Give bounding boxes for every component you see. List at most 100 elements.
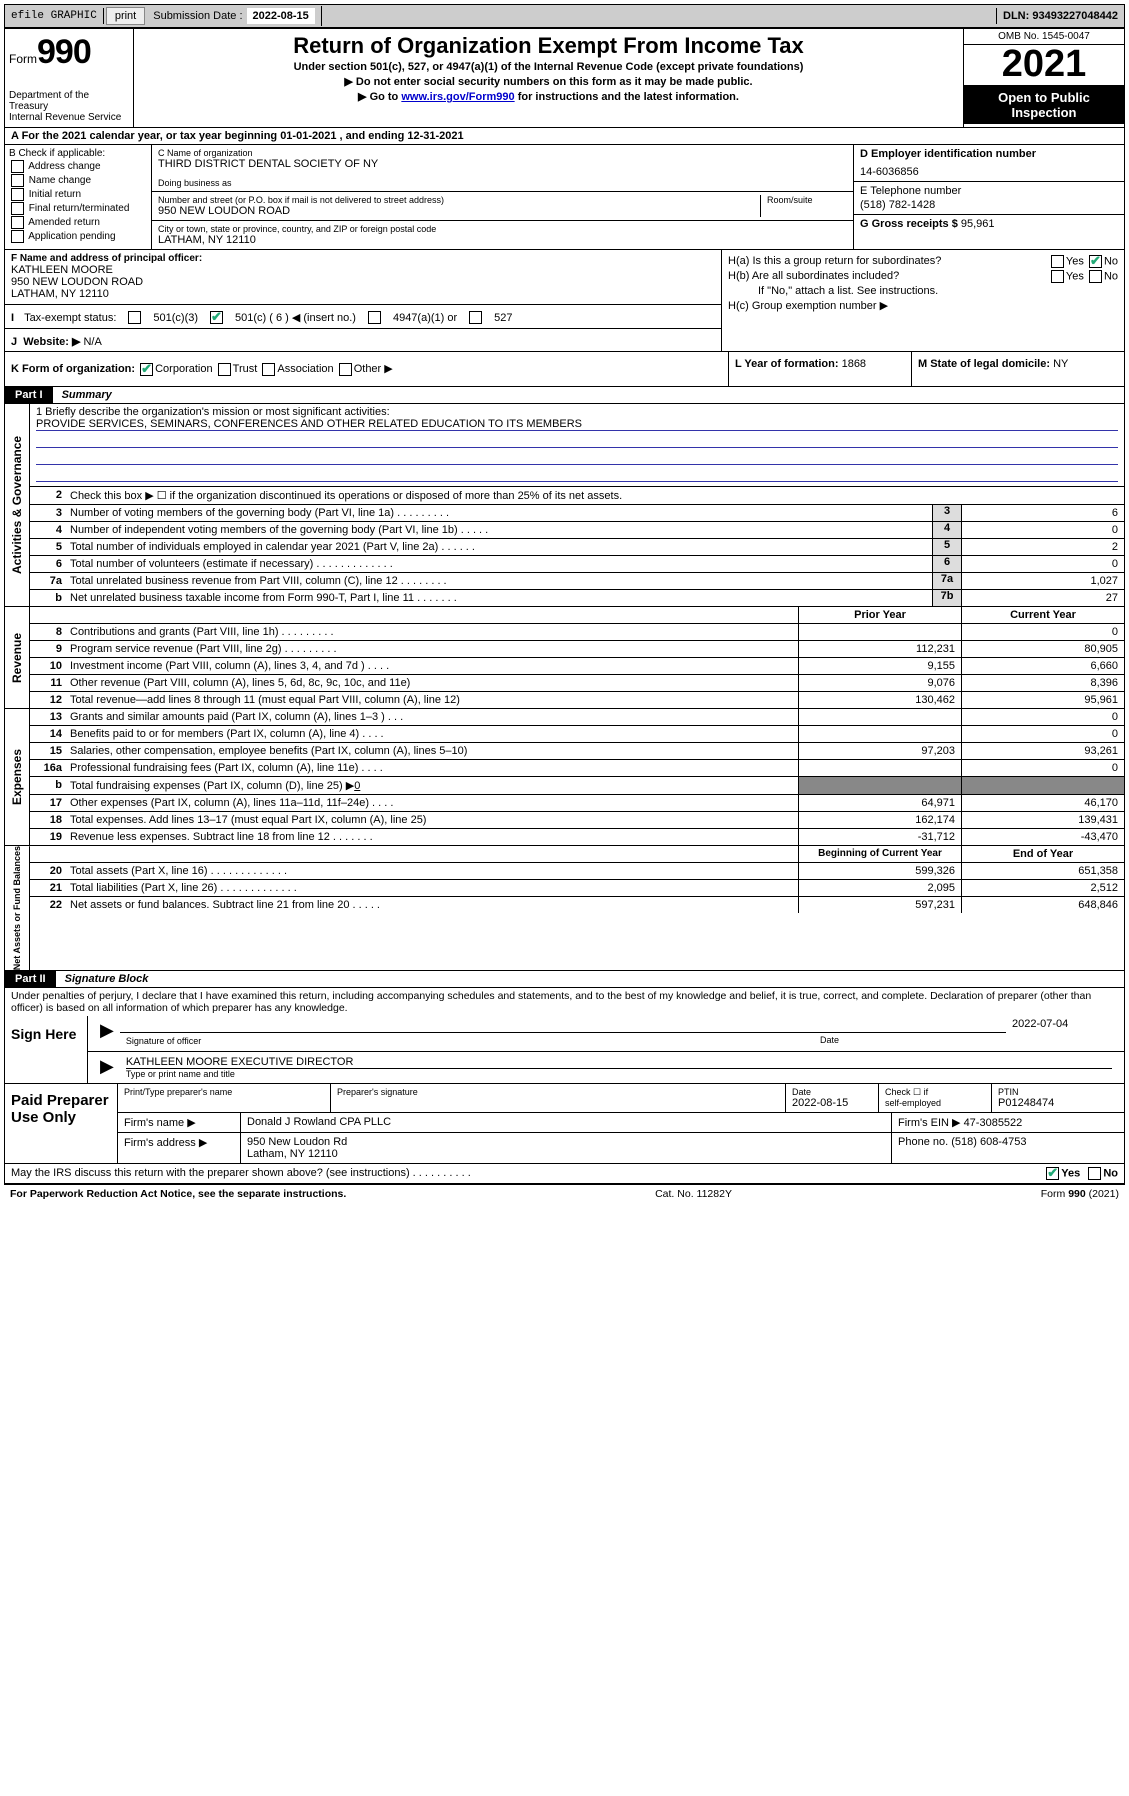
line-17-prior: 64,971 <box>798 795 961 811</box>
k-label: K Form of organization: <box>11 363 135 375</box>
top-toolbar: efile GRAPHIC print Submission Date : 20… <box>4 4 1125 28</box>
sig-date: 2022-07-04 <box>1006 1016 1118 1047</box>
goto-post: for instructions and the latest informat… <box>515 91 739 103</box>
department-label: Department of the Treasury Internal Reve… <box>9 90 129 123</box>
state-domicile: NY <box>1053 358 1068 370</box>
chk-hb-yes[interactable] <box>1051 270 1064 283</box>
section-b: B Check if applicable: Address change Na… <box>5 145 152 249</box>
line-7a-val: 1,027 <box>961 573 1124 589</box>
prep-selfemp-a: Check ☐ if <box>885 1087 928 1097</box>
form-number: 990 <box>37 33 91 71</box>
line-3-val: 6 <box>961 505 1124 521</box>
irs-link[interactable]: www.irs.gov/Form990 <box>401 91 514 103</box>
line-11-curr: 8,396 <box>961 675 1124 691</box>
col-boy: Beginning of Current Year <box>798 846 961 862</box>
line-20-text: Total assets (Part X, line 16) . . . . .… <box>66 863 798 879</box>
chk-discuss-no[interactable] <box>1088 1167 1101 1180</box>
prep-sig-caption: Preparer's signature <box>331 1084 786 1112</box>
org-city: LATHAM, NY 12110 <box>158 234 847 246</box>
chk-application-pending[interactable] <box>11 230 24 243</box>
line-22-text: Net assets or fund balances. Subtract li… <box>66 897 798 913</box>
chk-501c[interactable] <box>210 311 223 324</box>
chk-final-return[interactable] <box>11 202 24 215</box>
part1-label: Part I <box>5 387 53 403</box>
line-9-prior: 112,231 <box>798 641 961 657</box>
line-9-text: Program service revenue (Part VIII, line… <box>66 641 798 657</box>
signature-arrow-icon-2: ▶ <box>94 1054 120 1081</box>
l-label: L Year of formation: <box>735 358 839 370</box>
line-22-eoy: 648,846 <box>961 897 1124 913</box>
dba-caption: Doing business as <box>158 178 847 188</box>
line-7b-val: 27 <box>961 590 1124 606</box>
line-20-boy: 599,326 <box>798 863 961 879</box>
chk-trust[interactable] <box>218 363 231 376</box>
mission-text: PROVIDE SERVICES, SEMINARS, CONFERENCES … <box>36 418 1118 431</box>
line-5-text: Total number of individuals employed in … <box>66 539 932 555</box>
chk-4947[interactable] <box>368 311 381 324</box>
line-16b-text: Total fundraising expenses (Part IX, col… <box>70 780 354 792</box>
line-14-text: Benefits paid to or for members (Part IX… <box>66 726 798 742</box>
addr-caption: Number and street (or P.O. box if mail i… <box>158 195 760 205</box>
line-19-text: Revenue less expenses. Subtract line 18 … <box>66 829 798 845</box>
org-name: THIRD DISTRICT DENTAL SOCIETY OF NY <box>158 158 847 170</box>
firm-ein: 47-3085522 <box>964 1117 1023 1129</box>
line-7b-text: Net unrelated business taxable income fr… <box>66 590 932 606</box>
officer-name: KATHLEEN MOORE <box>11 264 715 276</box>
chk-discuss-yes[interactable] <box>1046 1167 1059 1180</box>
tab-revenue: Revenue <box>5 607 30 708</box>
sig-officer-caption: Signature of officer <box>126 1036 201 1046</box>
tab-net-assets: Net Assets or Fund Balances <box>5 846 30 970</box>
line-10-text: Investment income (Part VIII, column (A)… <box>66 658 798 674</box>
line-14-curr: 0 <box>961 726 1124 742</box>
line-6-text: Total number of volunteers (estimate if … <box>66 556 932 572</box>
chk-ha-yes[interactable] <box>1051 255 1064 268</box>
chk-initial-return[interactable] <box>11 188 24 201</box>
chk-amended-return[interactable] <box>11 216 24 229</box>
print-button[interactable]: print <box>106 7 145 25</box>
col-eoy: End of Year <box>961 846 1124 862</box>
f-caption: F Name and address of principal officer: <box>11 253 715 264</box>
tax-year: 2021 <box>964 45 1124 86</box>
form-header: Form990 Department of the Treasury Inter… <box>5 29 1124 128</box>
e-phone-caption: E Telephone number <box>860 185 1118 197</box>
line-4-val: 0 <box>961 522 1124 538</box>
line-12-text: Total revenue—add lines 8 through 11 (mu… <box>66 692 798 708</box>
discuss-question: May the IRS discuss this return with the… <box>11 1167 1044 1180</box>
line-8-text: Contributions and grants (Part VIII, lin… <box>66 624 798 640</box>
line-15-prior: 97,203 <box>798 743 961 759</box>
ptin-value: P01248474 <box>998 1097 1118 1109</box>
firm-ein-label: Firm's EIN ▶ <box>898 1117 961 1129</box>
firm-phone-label: Phone no. <box>898 1136 948 1148</box>
line-3-text: Number of voting members of the governin… <box>66 505 932 521</box>
line-11-text: Other revenue (Part VIII, column (A), li… <box>66 675 798 691</box>
prep-date: 2022-08-15 <box>792 1097 872 1109</box>
chk-address-change[interactable] <box>11 160 24 173</box>
line-17-text: Other expenses (Part IX, column (A), lin… <box>66 795 798 811</box>
line-4-text: Number of independent voting members of … <box>66 522 932 538</box>
line-13-curr: 0 <box>961 709 1124 725</box>
officer-typed-name: KATHLEEN MOORE EXECUTIVE DIRECTOR <box>126 1056 1112 1069</box>
chk-other[interactable] <box>339 363 352 376</box>
type-name-caption: Type or print name and title <box>126 1069 1112 1079</box>
line-16a-text: Professional fundraising fees (Part IX, … <box>66 760 798 776</box>
chk-ha-no[interactable] <box>1089 255 1102 268</box>
officer-addr2: LATHAM, NY 12110 <box>11 288 715 300</box>
chk-association[interactable] <box>262 363 275 376</box>
part2-title: Signature Block <box>59 971 155 987</box>
line-21-text: Total liabilities (Part X, line 26) . . … <box>66 880 798 896</box>
chk-527[interactable] <box>469 311 482 324</box>
chk-hb-no[interactable] <box>1089 270 1102 283</box>
m-label: M State of legal domicile: <box>918 358 1050 370</box>
form-subtitle-1: Under section 501(c), 527, or 4947(a)(1)… <box>140 61 957 73</box>
line-14-prior <box>798 726 961 742</box>
form-subtitle-2: ▶ Do not enter social security numbers o… <box>140 75 957 88</box>
line-8-prior <box>798 624 961 640</box>
firm-name: Donald J Rowland CPA PLLC <box>241 1113 892 1132</box>
chk-name-change[interactable] <box>11 174 24 187</box>
line-16b-val: 0 <box>354 780 360 792</box>
chk-501c3[interactable] <box>128 311 141 324</box>
chk-corporation[interactable] <box>140 363 153 376</box>
ha-label: H(a) Is this a group return for subordin… <box>728 255 941 268</box>
sig-date-caption: Date <box>820 1035 1000 1045</box>
line-6-val: 0 <box>961 556 1124 572</box>
